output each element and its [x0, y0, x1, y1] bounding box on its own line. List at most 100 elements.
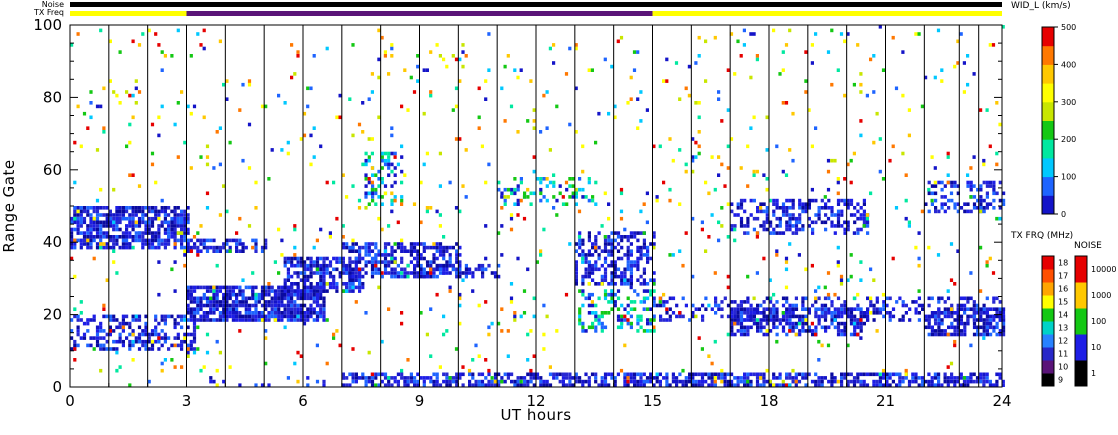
data-cell	[852, 321, 856, 326]
data-cell	[791, 379, 795, 384]
colorbar-txfreq-swatch	[1042, 347, 1054, 361]
data-cell	[231, 311, 235, 315]
data-cell	[989, 180, 993, 185]
data-cell	[468, 383, 472, 387]
data-cell	[726, 202, 730, 206]
data-cell	[607, 311, 611, 315]
colorbar-main-tick-label: 0	[1061, 210, 1066, 219]
data-cell	[280, 238, 284, 243]
data-cell	[225, 318, 229, 322]
data-cell	[665, 57, 669, 62]
data-cell	[99, 224, 103, 228]
data-cell	[784, 383, 789, 387]
data-cell	[283, 260, 287, 264]
data-cell	[358, 274, 362, 279]
data-cell	[652, 318, 656, 322]
data-cell	[739, 198, 744, 203]
data-cell	[303, 303, 307, 308]
data-cell	[435, 383, 439, 387]
data-cell	[125, 231, 129, 235]
data-cell	[86, 238, 90, 243]
data-cell	[371, 184, 375, 188]
data-cell	[503, 187, 507, 192]
data-cell	[121, 245, 125, 250]
data-cell	[691, 216, 695, 221]
data-cell	[642, 379, 646, 384]
data-cell	[128, 242, 132, 246]
data-cell	[173, 260, 177, 264]
data-cell	[781, 383, 785, 387]
data-cell	[561, 376, 565, 380]
data-cell	[163, 220, 167, 225]
data-cell	[979, 318, 983, 322]
data-cell	[613, 260, 617, 264]
data-cell	[121, 325, 125, 330]
data-cell	[432, 256, 436, 261]
data-cell	[765, 220, 769, 225]
data-cell	[882, 383, 886, 387]
data-cell	[108, 245, 112, 250]
colorbar-txfreq-title: TX FRQ (MHz)	[1010, 231, 1073, 241]
data-cell	[642, 271, 646, 275]
data-cell	[988, 144, 992, 149]
data-cell	[714, 296, 718, 301]
data-cell	[545, 184, 549, 188]
data-cell	[325, 271, 329, 275]
data-cell	[500, 329, 504, 333]
data-cell	[99, 235, 103, 239]
data-cell	[565, 372, 569, 377]
data-cell	[290, 292, 294, 297]
data-cell	[128, 321, 132, 326]
data-cell	[966, 209, 970, 214]
data-cell	[791, 111, 795, 116]
data-cell	[720, 376, 724, 380]
data-cell	[587, 231, 591, 235]
data-cell	[824, 206, 828, 210]
data-cell	[652, 325, 656, 330]
data-cell	[636, 383, 640, 387]
data-cell	[956, 379, 960, 384]
data-cell	[636, 231, 640, 235]
data-cell	[756, 329, 760, 333]
data-cell	[620, 321, 624, 326]
data-cell	[671, 379, 675, 384]
data-cell	[445, 329, 449, 333]
data-cell	[581, 282, 585, 286]
data-cell	[826, 169, 831, 174]
data-cell	[309, 86, 313, 91]
data-cell	[112, 242, 116, 246]
data-cell	[293, 307, 297, 311]
data-cell	[992, 318, 996, 322]
data-cell	[141, 231, 145, 235]
data-cell	[367, 379, 371, 384]
data-cell	[348, 249, 352, 253]
data-cell	[477, 115, 481, 120]
data-cell	[244, 285, 248, 290]
data-cell	[154, 216, 158, 221]
data-cell	[438, 383, 443, 387]
data-cell	[163, 336, 167, 340]
data-cell	[700, 347, 704, 351]
data-cell	[125, 235, 129, 239]
data-cell	[794, 314, 798, 319]
data-cell	[251, 289, 255, 293]
data-cell	[946, 376, 950, 380]
data-cell	[526, 358, 530, 362]
data-cell	[163, 332, 167, 337]
data-cell	[341, 256, 345, 261]
data-cell	[755, 379, 760, 384]
data-cell	[95, 336, 100, 340]
data-cell	[99, 104, 103, 109]
data-cell	[455, 256, 459, 261]
data-cell	[192, 329, 197, 333]
data-cell	[791, 198, 795, 203]
data-cell	[594, 267, 598, 272]
data-cell	[461, 372, 465, 377]
data-cell	[115, 242, 119, 246]
data-cell	[345, 289, 349, 293]
data-cell	[616, 296, 621, 301]
data-cell	[840, 314, 844, 319]
data-cell	[192, 321, 197, 326]
data-cell	[254, 285, 258, 290]
data-cell	[626, 267, 630, 272]
